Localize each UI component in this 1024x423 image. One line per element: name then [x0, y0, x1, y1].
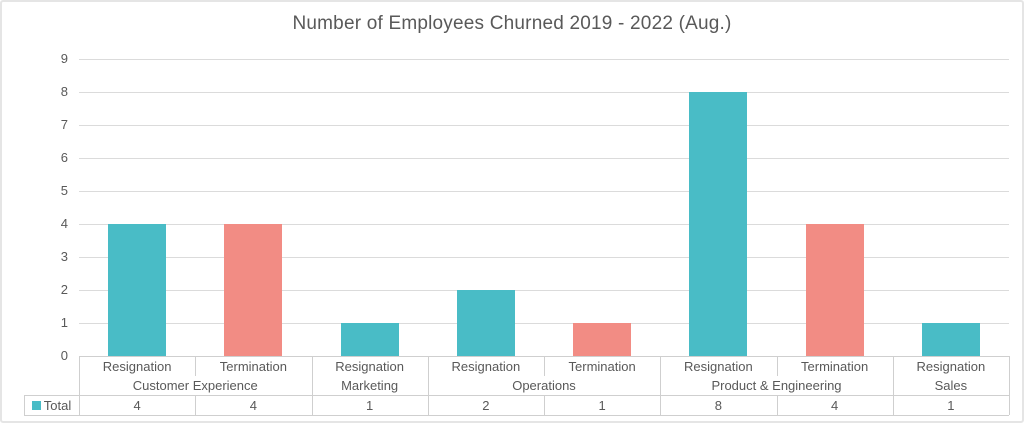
department-label: Marketing: [341, 378, 399, 393]
total-value: 1: [598, 397, 606, 413]
table-border: [195, 395, 197, 415]
total-value: 8: [714, 397, 722, 413]
category-label: Termination: [568, 358, 636, 374]
table-border: [1009, 356, 1010, 376]
y-tick-label: 5: [60, 183, 68, 198]
total-value: 4: [133, 397, 141, 413]
table-border: [79, 356, 80, 376]
department-label: Sales: [934, 378, 968, 393]
table-border: [544, 356, 545, 376]
department-label: Customer Experience: [132, 378, 258, 393]
y-tick-label: 7: [60, 117, 68, 132]
gridline: [79, 224, 1009, 225]
legend-total-cell: Total: [24, 395, 79, 415]
gridline: [79, 323, 1009, 324]
gridline: [79, 191, 1009, 192]
y-tick-label: 1: [60, 315, 68, 330]
table-border: [776, 395, 778, 415]
category-label: Resignation: [102, 358, 172, 374]
legend-marker-icon: [31, 400, 41, 410]
table-border: [892, 376, 894, 395]
category-label: Resignation: [335, 358, 404, 374]
y-tick-label: 8: [60, 84, 68, 99]
total-value: 1: [947, 397, 955, 413]
y-tick-label: 2: [60, 282, 68, 297]
table-border: [427, 376, 429, 395]
table-border: [544, 395, 545, 415]
table-border: [79, 395, 80, 415]
table-border: [660, 395, 662, 415]
table-border: [311, 395, 313, 415]
table-border: [311, 356, 313, 376]
table-border: [24, 395, 1009, 396]
table-border: [79, 376, 80, 395]
bar-customer-experience-resignation: [108, 224, 167, 356]
gridline: [79, 125, 1009, 126]
gridline: [79, 59, 1009, 60]
category-label: Resignation: [916, 358, 986, 374]
gridline: [79, 290, 1009, 291]
table-border: [660, 356, 662, 376]
category-label: Resignation: [684, 358, 753, 374]
table-border: [24, 415, 1009, 416]
y-tick-label: 0: [60, 348, 68, 363]
category-label: Termination: [219, 358, 287, 374]
table-border: [892, 395, 894, 415]
y-tick-label: 3: [60, 249, 68, 264]
gridline: [79, 257, 1009, 258]
department-label: Operations: [512, 378, 576, 393]
bar-operations-resignation: [456, 290, 515, 356]
table-border: [195, 356, 197, 376]
table-border: [1009, 376, 1010, 395]
bar-product-engineering-termination: [805, 224, 864, 356]
table-border: [776, 356, 778, 376]
y-tick-label: 9: [60, 51, 68, 66]
table-border: [1009, 395, 1010, 415]
gridline: [79, 92, 1009, 93]
bar-product-engineering-resignation: [689, 92, 748, 356]
table-border: [660, 376, 662, 395]
bar-operations-termination: [573, 323, 632, 356]
total-value: 4: [831, 397, 839, 413]
bar-customer-experience-termination: [224, 224, 283, 356]
table-border: [427, 356, 429, 376]
table-border: [24, 395, 25, 415]
category-label: Resignation: [451, 358, 521, 374]
total-value: 1: [366, 397, 374, 413]
department-label: Product & Engineering: [711, 378, 842, 393]
bar-sales-resignation: [921, 323, 980, 356]
total-value: 4: [249, 397, 257, 413]
table-border: [311, 376, 313, 395]
table-border: [892, 356, 894, 376]
table-border: [427, 395, 429, 415]
legend-label: Total: [43, 397, 72, 413]
total-value: 2: [482, 397, 490, 413]
gridline: [79, 158, 1009, 159]
category-label: Termination: [801, 358, 869, 374]
y-tick-label: 6: [60, 150, 68, 165]
chart-title: Number of Employees Churned 2019 - 2022 …: [292, 13, 732, 34]
y-tick-label: 4: [60, 216, 68, 231]
bar-marketing-resignation: [340, 323, 399, 356]
